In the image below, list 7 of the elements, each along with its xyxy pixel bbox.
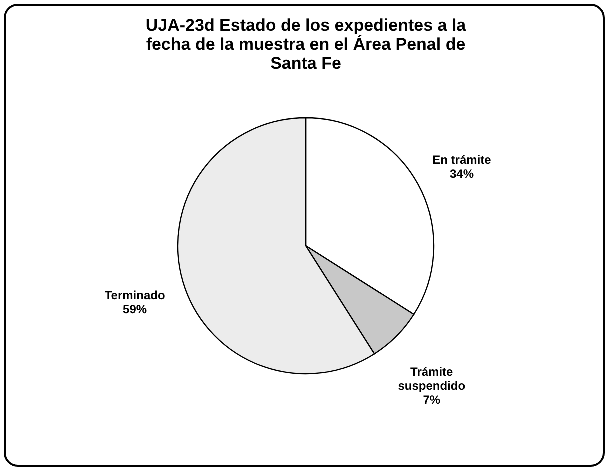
slice-label: En trámite bbox=[432, 153, 492, 168]
slice-label: Terminado bbox=[104, 288, 166, 303]
chart-title: UJA-23d Estado de los expedientes a la fecha de la muestra en el Área Penal de Santa Fe bbox=[146, 16, 467, 73]
slice-label: Trámite suspendido bbox=[398, 364, 466, 393]
data-label: 59% bbox=[123, 302, 148, 317]
data-label: 34% bbox=[450, 167, 474, 182]
data-label: 7% bbox=[423, 392, 441, 407]
